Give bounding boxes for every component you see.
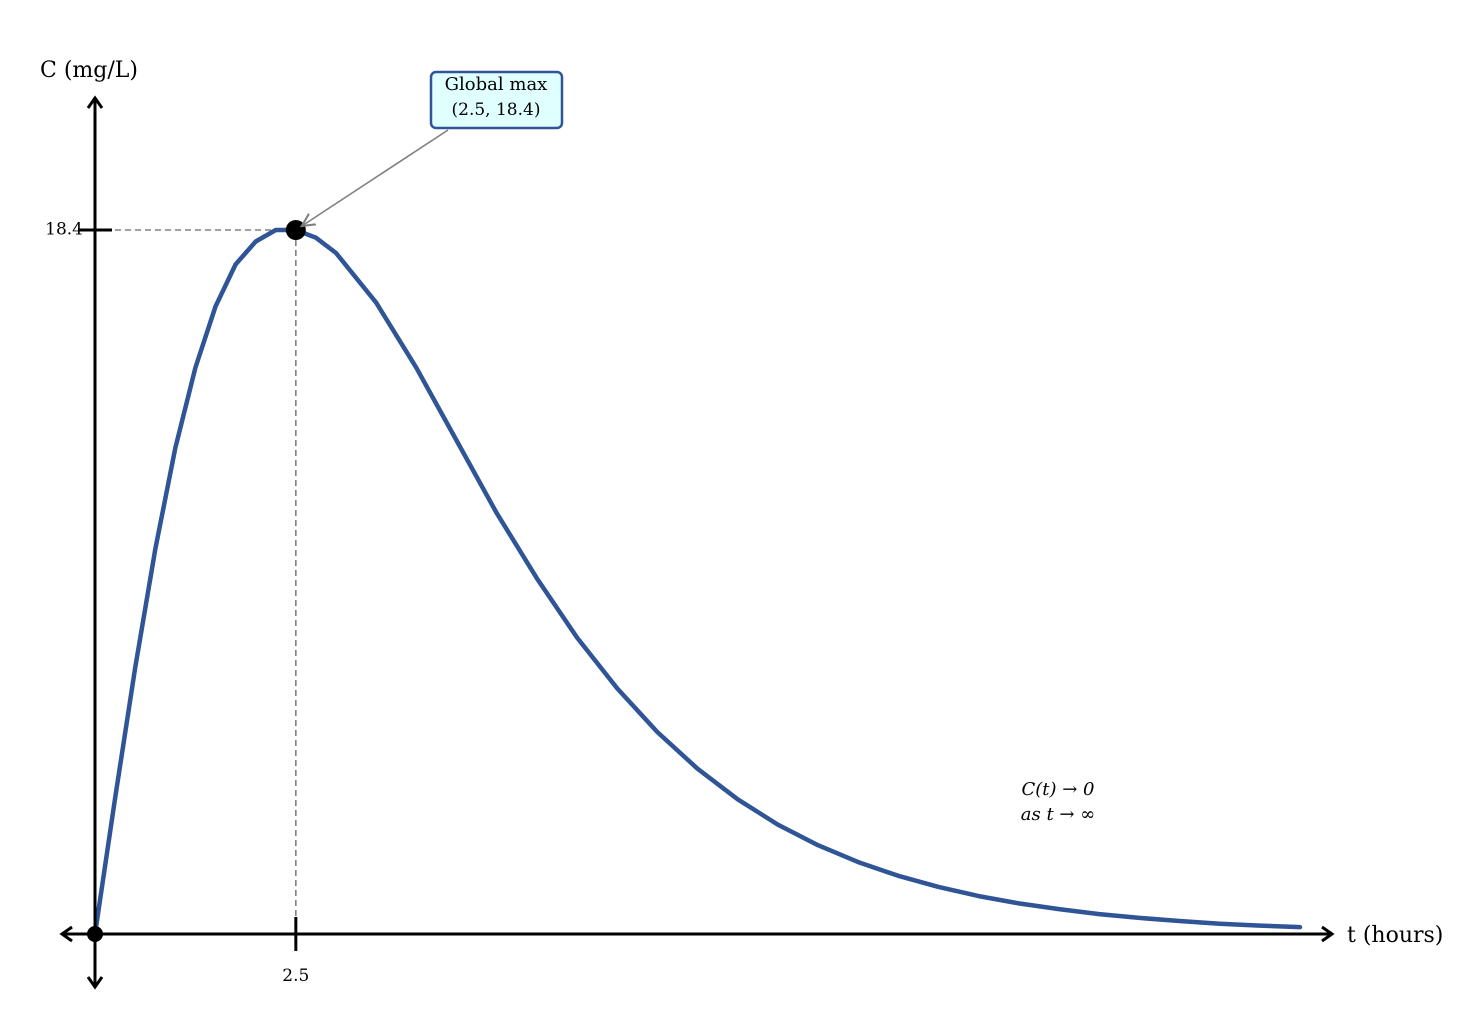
x-axis [59, 925, 1335, 943]
callout-box [429, 70, 564, 130]
limit-note-line1: C(t) → 0 [1021, 779, 1094, 800]
y-tick-label: 18.4 [45, 220, 83, 240]
x-axis-label: t (hours) [1347, 923, 1443, 948]
y-axis-up-arrow-icon [86, 95, 104, 109]
x-axis-right-arrow-icon [1321, 925, 1335, 943]
x-tick-label: 2.5 [282, 966, 309, 986]
y-axis-label: C (mg/L) [40, 58, 138, 83]
origin-point [87, 926, 103, 942]
callout-coordinates: (2.5, 18.4) [452, 100, 541, 120]
callout-arrow [302, 129, 449, 226]
y-axis-down-arrow-icon [86, 976, 104, 990]
x-axis-left-arrow-icon [59, 925, 73, 943]
concentration-curve [92, 227, 1303, 937]
callout-title: Global max [445, 74, 548, 95]
global-max-callout: Global max (2.5, 18.4) [429, 70, 564, 130]
global-max-point [285, 220, 306, 240]
limit-note-line2: as t → ∞ [1021, 804, 1095, 825]
y-axis [86, 95, 104, 990]
